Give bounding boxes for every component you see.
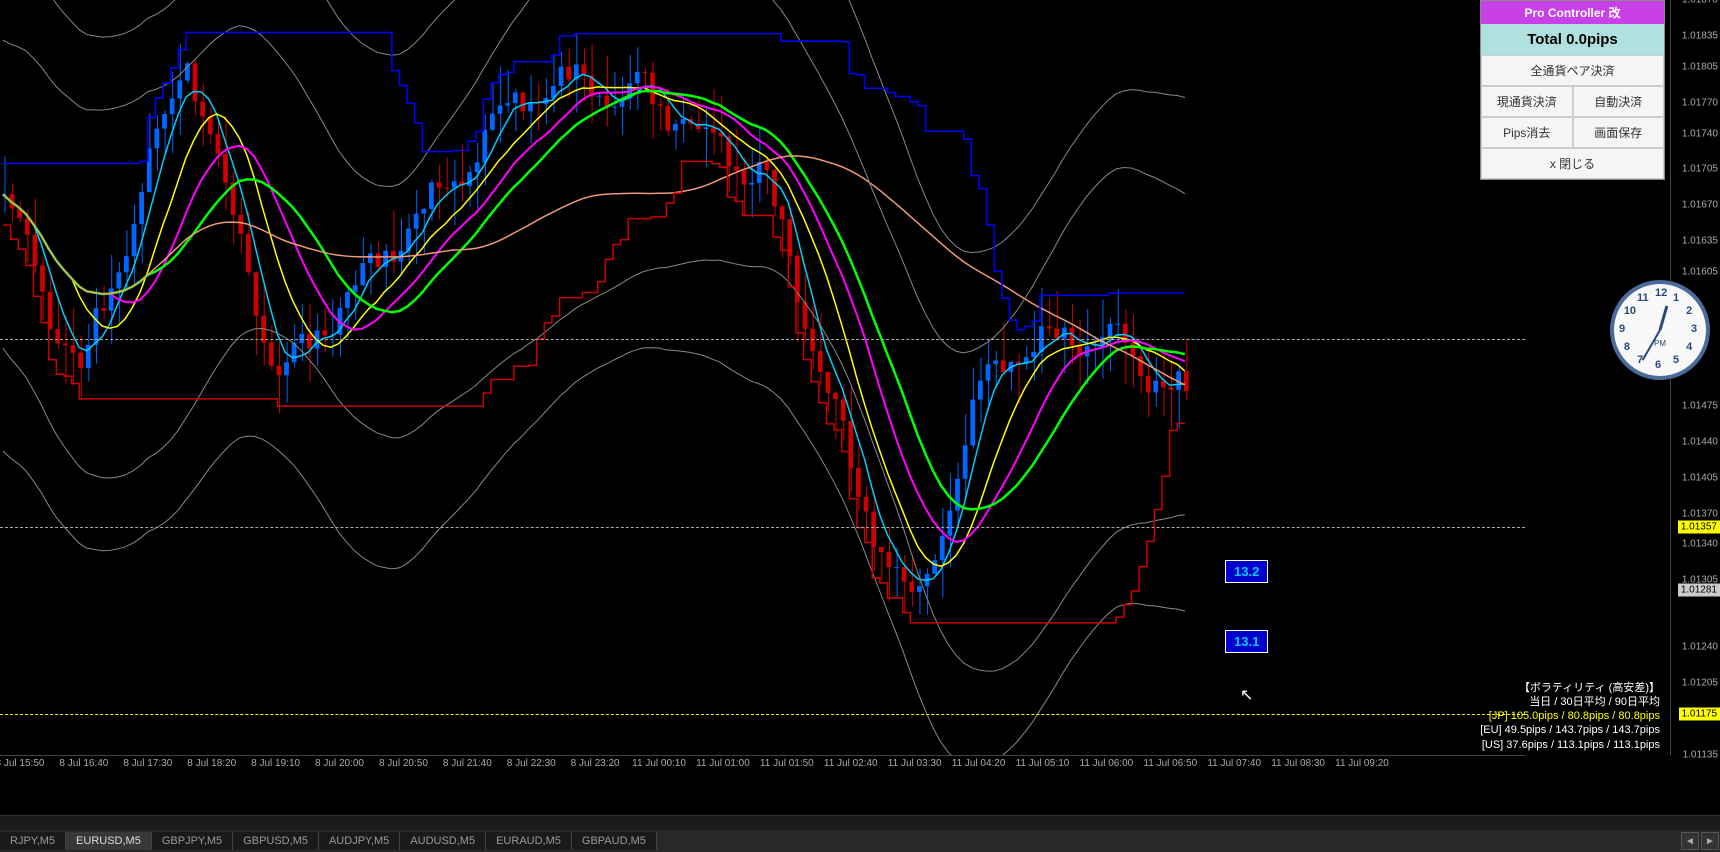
price-tick: 1.01670 (1682, 200, 1718, 211)
time-tick: 8 Jul 21:40 (443, 758, 492, 769)
symbol-tab[interactable]: GBPUSD,M5 (233, 832, 319, 850)
pips-clear-button[interactable]: Pips消去 (1481, 117, 1573, 148)
time-tick: 11 Jul 08:30 (1271, 758, 1325, 769)
time-tick: 8 Jul 23:20 (571, 758, 620, 769)
volatility-title: 【ボラティリティ (高安差)】 (1480, 681, 1660, 695)
price-tick: 1.01705 (1682, 164, 1718, 175)
price-tick: 1.01635 (1682, 236, 1718, 247)
auto-close-button[interactable]: 自動決済 (1573, 86, 1665, 117)
symbol-tab[interactable]: GBPAUD,M5 (572, 832, 657, 850)
close-all-pairs-button[interactable]: 全通貨ペア決済 (1481, 55, 1664, 86)
price-tick: 1.01605 (1682, 267, 1718, 278)
time-tick: 11 Jul 06:50 (1143, 758, 1197, 769)
screen-save-button[interactable]: 画面保存 (1573, 117, 1665, 148)
volatility-us: [US] 37.6pips / 113.1pips / 113.1pips (1480, 738, 1660, 752)
horizontal-level-line (0, 714, 1525, 715)
close-panel-button[interactable]: x 閉じる (1481, 148, 1664, 179)
time-tick: 8 Jul 20:00 (315, 758, 364, 769)
symbol-tab[interactable]: AUDUSD,M5 (400, 832, 486, 850)
price-tick: 1.01205 (1682, 678, 1718, 689)
time-tick: 11 Jul 02:40 (824, 758, 878, 769)
symbol-tab[interactable]: RJPY,M5 (0, 832, 66, 850)
time-tick: 11 Jul 06:00 (1080, 758, 1134, 769)
time-tick: 8 Jul 17:30 (123, 758, 172, 769)
time-tick: 11 Jul 01:50 (760, 758, 814, 769)
time-tick: 11 Jul 01:00 (696, 758, 750, 769)
time-tick: 11 Jul 00:10 (632, 758, 686, 769)
symbol-tab[interactable]: EURAUD,M5 (486, 832, 572, 850)
price-marker: 1.01357 (1678, 520, 1720, 533)
price-tick: 1.01405 (1682, 472, 1718, 483)
price-tick: 1.01835 (1682, 30, 1718, 41)
time-tick: 8 Jul 19:10 (251, 758, 300, 769)
price-tick: 1.01370 (1682, 508, 1718, 519)
time-tick: 11 Jul 05:10 (1016, 758, 1070, 769)
time-tick: 11 Jul 07:40 (1207, 758, 1261, 769)
price-marker: 1.01281 (1678, 584, 1720, 597)
price-tick: 1.01870 (1682, 0, 1718, 6)
price-tick: 1.01475 (1682, 400, 1718, 411)
horizontal-level-line (0, 339, 1525, 340)
price-tick: 1.01240 (1682, 642, 1718, 653)
horizontal-level-line (0, 527, 1525, 528)
panel-total: Total 0.0pips (1481, 24, 1664, 55)
time-tick: 8 Jul 20:50 (379, 758, 428, 769)
symbol-tabs: RJPY,M5EURUSD,M5GBPJPY,M5GBPUSD,M5AUDJPY… (0, 830, 1720, 852)
pip-distance-label: 13.2 (1225, 560, 1268, 583)
time-tick: 8 Jul 15:50 (0, 758, 44, 769)
chart-canvas[interactable]: 13.2 13.1 (0, 0, 1525, 755)
time-tick: 11 Jul 04:20 (952, 758, 1006, 769)
price-tick: 1.01740 (1682, 128, 1718, 139)
volatility-jp: [JP] 105.0pips / 80.8pips / 80.8pips (1480, 709, 1660, 723)
panel-title: Pro Controller 改 (1481, 1, 1664, 24)
tab-nav-button[interactable]: ► (1701, 832, 1719, 850)
analog-clock: 121234567891011PM (1610, 280, 1710, 380)
time-tick: 8 Jul 22:30 (507, 758, 556, 769)
price-tick: 1.01340 (1682, 539, 1718, 550)
volatility-subtitle: 当日 / 30日平均 / 90日平均 (1480, 695, 1660, 709)
symbol-tab[interactable]: AUDJPY,M5 (319, 832, 400, 850)
price-tick: 1.01770 (1682, 97, 1718, 108)
time-axis: 8 Jul 15:50 8 Jul 16:40 8 Jul 17:30 8 Jul 1… (0, 755, 1525, 775)
control-panel: Pro Controller 改 Total 0.0pips 全通貨ペア決済 現… (1480, 0, 1665, 180)
tab-nav-button[interactable]: ◄ (1681, 832, 1699, 850)
price-tick: 1.01440 (1682, 436, 1718, 447)
price-marker: 1.01175 (1679, 707, 1720, 720)
time-tick: 11 Jul 09:20 (1335, 758, 1389, 769)
time-tick: 11 Jul 03:30 (888, 758, 942, 769)
horizontal-scrollbar[interactable] (0, 815, 1720, 830)
time-tick: 8 Jul 18:20 (187, 758, 236, 769)
close-current-button[interactable]: 現通貨決済 (1481, 86, 1573, 117)
volatility-info: 【ボラティリティ (高安差)】 当日 / 30日平均 / 90日平均 [JP] … (1480, 681, 1660, 752)
time-tick: 8 Jul 16:40 (59, 758, 108, 769)
pip-distance-label: 13.1 (1225, 630, 1268, 653)
price-tick: 1.01135 (1683, 750, 1718, 761)
symbol-tab[interactable]: GBPJPY,M5 (152, 832, 233, 850)
symbol-tab[interactable]: EURUSD,M5 (66, 832, 152, 850)
price-tick: 1.01805 (1682, 61, 1718, 72)
volatility-eu: [EU] 49.5pips / 143.7pips / 143.7pips (1480, 723, 1660, 737)
